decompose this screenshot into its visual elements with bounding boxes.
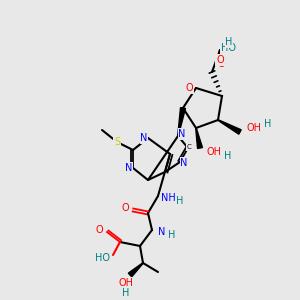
Text: H: H [264,119,272,129]
Text: OH: OH [247,123,262,133]
Text: H: H [222,42,230,52]
Polygon shape [218,120,241,134]
Polygon shape [196,128,202,148]
Text: O: O [121,203,129,213]
Text: HO: HO [95,253,110,263]
Text: OH: OH [206,147,221,157]
Text: N: N [180,158,188,168]
Text: H: H [176,196,184,206]
Text: N: N [140,133,148,143]
Text: O: O [95,225,103,235]
Text: S: S [114,137,120,147]
Text: H: H [224,151,232,161]
Polygon shape [128,263,143,277]
Text: C: C [187,144,191,150]
Text: O: O [185,83,193,93]
Text: H: H [225,37,233,47]
Polygon shape [178,108,185,136]
Text: O: O [217,59,225,69]
Text: OH: OH [118,278,134,288]
Text: H: H [122,288,130,298]
Text: N: N [125,163,133,173]
Text: NH: NH [160,193,175,203]
Text: H: H [168,230,176,240]
Text: O: O [216,55,224,65]
Text: HO: HO [220,43,236,53]
Text: N: N [158,227,166,237]
Text: N: N [178,129,186,139]
